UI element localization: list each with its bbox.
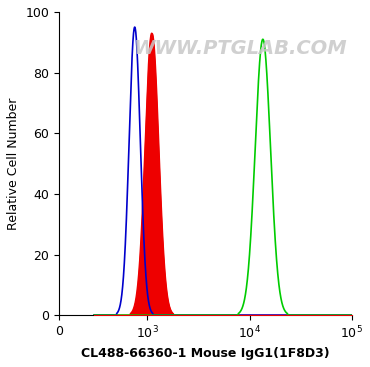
Text: WWW.PTGLAB.COM: WWW.PTGLAB.COM xyxy=(134,39,347,58)
Y-axis label: Relative Cell Number: Relative Cell Number xyxy=(7,97,20,230)
X-axis label: CL488-66360-1 Mouse IgG1(1F8D3): CL488-66360-1 Mouse IgG1(1F8D3) xyxy=(81,347,330,360)
